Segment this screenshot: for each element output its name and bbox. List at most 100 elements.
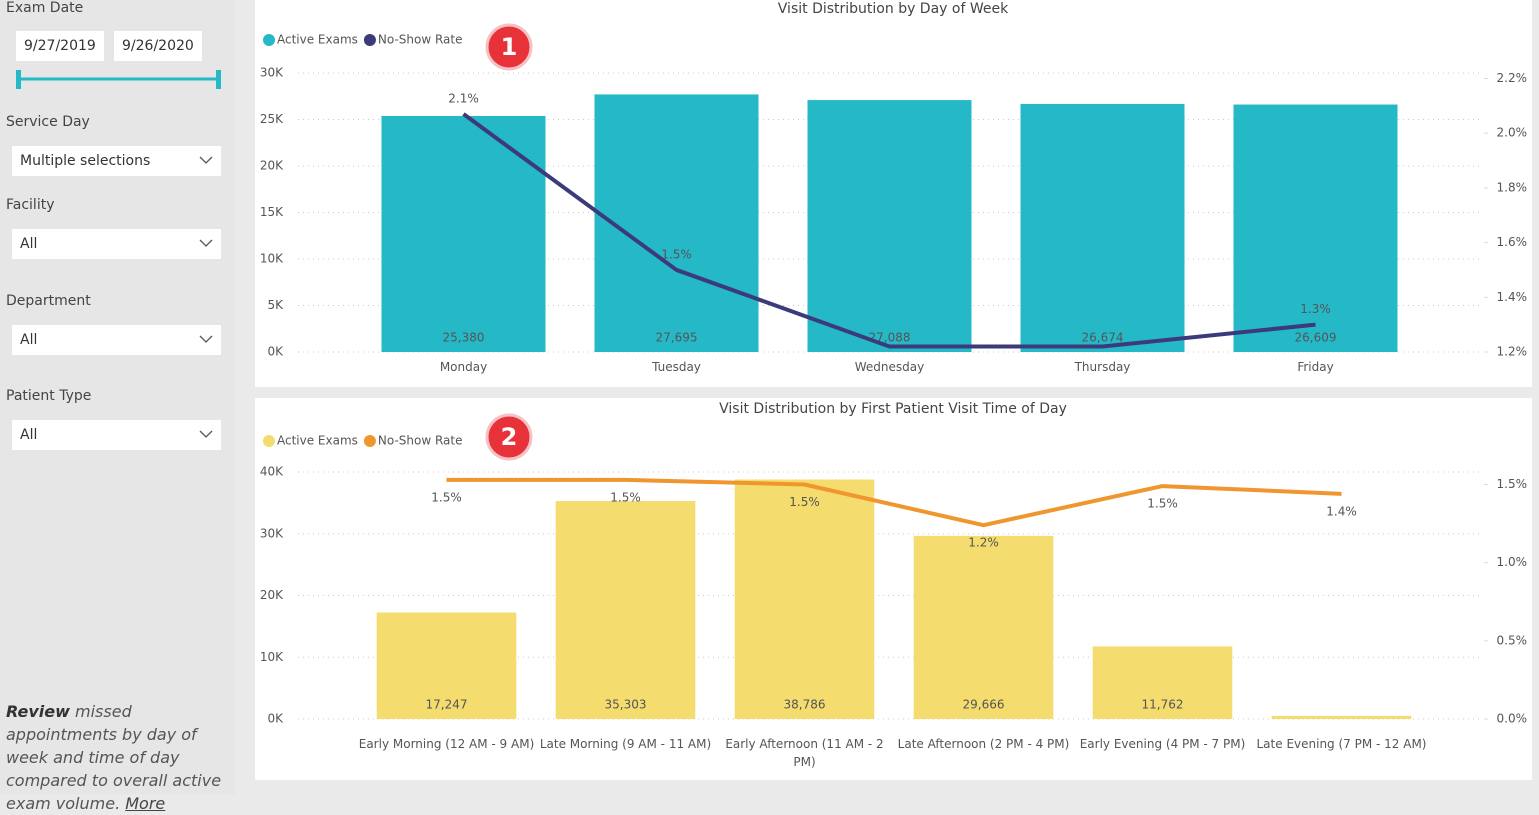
dropdown-value: All [20,332,38,348]
data-label: 1.5% [431,490,462,504]
y-tick-label: 10K [260,252,284,266]
x-tick-label: Late Morning (9 AM - 11 AM) [539,737,712,751]
more-link[interactable]: More [125,794,166,813]
dropdown[interactable]: Multiple selections [12,146,221,176]
filter-label: Patient Type [6,388,92,404]
y2-tick-label: 1.0% [1497,555,1528,569]
x-tick-label: Early Morning (12 AM - 9 AM) [358,737,535,751]
badge-label: 2 [501,423,518,451]
data-label: 27,695 [656,331,698,345]
bar [376,612,517,719]
filter-label: Service Day [6,114,90,130]
chart-card: Visit Distribution by Day of Week 0K 5K 10K… [255,0,1532,387]
chevron [199,335,213,343]
legend-marker [363,435,376,447]
dropdown-value: All [20,427,38,443]
x-tick-label: Monday [439,360,488,374]
filter-pane: Exam Date 9/27/2019 9/26/2020 Service Da… [0,0,235,813]
bar [913,535,1054,719]
bar [1233,104,1398,352]
y2-tick-label: 2.2% [1497,71,1528,85]
x-tick-label-box: Early Evening (4 PM - 7 PM) [1079,737,1246,751]
slider-handle[interactable] [216,70,221,89]
line [462,112,1316,349]
dropdown[interactable]: All [12,325,221,355]
y-tick-label: 15K [260,205,284,219]
y2-tick-label: 2.0% [1497,126,1528,140]
dropdown[interactable]: All [12,420,221,450]
y2-tick-label: 1.8% [1497,180,1528,194]
data-label: 38,786 [784,698,826,712]
chart-title: Visit Distribution by First Patient Visi… [719,401,1067,417]
x-tick-label-box: Monday [439,360,488,374]
bar [1020,103,1185,353]
data-label: 1.5% [610,490,641,504]
data-label: 35,303 [605,698,647,712]
y2-tick-label: 0.0% [1497,712,1528,726]
y-tick-label: 25K [260,112,284,126]
dropdown-value: All [20,236,38,252]
x-tick-label: Early Afternoon (11 AM - 2 PM) [725,737,884,769]
data-label: 25,380 [443,331,485,345]
legend-marker [363,34,376,46]
date-input[interactable]: 9/26/2020 [114,31,202,61]
y-tick-label: 30K [260,526,284,540]
x-tick-label: Friday [1297,360,1334,374]
chevron [199,430,213,438]
y2-tick-label: 0.5% [1497,633,1528,647]
date-slider[interactable] [0,64,235,94]
x-tick-label-box: Tuesday [652,360,701,374]
y-tick-label: 30K [260,66,284,80]
x-tick-label: Early Evening (4 PM - 7 PM) [1079,737,1246,751]
legend-marker [263,34,275,46]
line [446,477,1342,528]
note-lead: Review [6,702,70,721]
x-tick-label-box: Early Morning (12 AM - 9 AM) [358,737,535,751]
badge: 1 [485,23,533,71]
y2-tick-label: 1.5% [1497,477,1528,491]
legend-label: Active Exams [277,33,358,47]
chart-card: Visit Distribution by First Patient Visi… [255,398,1532,780]
data-label: 1.5% [1147,497,1178,511]
x-tick-label: Late Afternoon (2 PM - 4 PM) [897,737,1070,751]
data-label: 1.5% [789,495,820,509]
chart-title: Visit Distribution by Day of Week [778,1,1009,17]
x-tick-label: Late Evening (7 PM - 12 AM) [1256,737,1427,751]
y-tick-label: 20K [260,588,284,602]
badge-circle [485,413,533,461]
bar [734,479,875,719]
slider-handle[interactable] [16,70,21,89]
filter-label: Exam Date [6,0,84,16]
data-label: 2.1% [448,92,479,106]
y-tick-label: 0K [267,345,284,359]
x-tick-label-box: Late Evening (7 PM - 12 AM) [1256,737,1427,751]
badge: 2 [485,413,533,461]
badge-circle [485,23,533,71]
dropdown-value: Multiple selections [20,153,151,169]
x-tick-label-box: Friday [1297,360,1334,374]
badge-label: 1 [501,33,518,61]
data-label: 1.3% [1300,302,1331,316]
bar [381,115,546,352]
bar [1271,715,1412,719]
data-label: 26,609 [1295,331,1337,345]
dropdown[interactable]: All [12,229,221,259]
data-label: 1.2% [968,536,999,550]
data-label: 11,762 [1142,698,1184,712]
bar [1092,646,1233,719]
y-tick-label: 0K [267,712,284,726]
x-tick-label: Tuesday [652,360,701,374]
chevron [199,239,213,247]
x-tick-label-box: Late Morning (9 AM - 11 AM) [539,737,712,751]
bar [807,100,972,352]
y-tick-label: 20K [260,159,284,173]
y2-tick-label: 1.6% [1497,235,1528,249]
legend-label: No-Show Rate [378,434,463,448]
x-tick-label-box: Late Afternoon (2 PM - 4 PM) [897,737,1070,751]
data-label: 26,674 [1082,331,1124,345]
data-label: 1.4% [1326,504,1357,518]
date-input[interactable]: 9/27/2019 [16,31,104,61]
x-tick-label-box: Thursday [1075,360,1131,374]
y2-tick-label: 1.4% [1497,290,1528,304]
